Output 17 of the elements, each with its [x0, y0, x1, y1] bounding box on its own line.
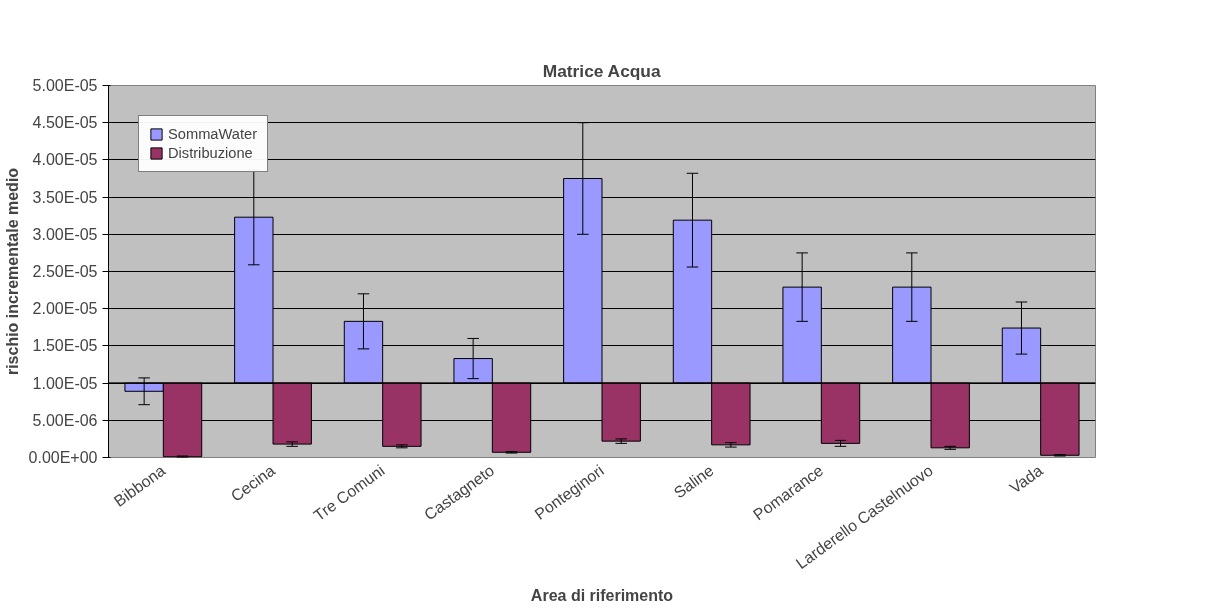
y-tick-label: 1.50E-05	[32, 337, 98, 355]
y-tick-label: 4.00E-05	[32, 151, 98, 169]
y-tick-label: 4.50E-05	[32, 114, 98, 132]
y-tick-label: 0.00E+00	[28, 449, 98, 466]
legend-label: SommaWater	[168, 126, 258, 142]
y-tick-label: 3.50E-05	[32, 188, 98, 206]
y-tick-label: 2.50E-05	[32, 263, 98, 280]
y-tick-label: 1.00E-05	[32, 374, 98, 392]
y-tick-label: 2.00E-05	[32, 300, 98, 318]
y-tick-label: 5.00E-05	[32, 77, 98, 94]
y-tick-label: 3.00E-05	[32, 225, 98, 243]
legend-label: Distribuzione	[168, 145, 253, 161]
x-axis-title: Area di riferimento	[530, 586, 674, 604]
y-axis-title: rischio incrementale medio	[3, 167, 21, 376]
chart-title: Matrice Acqua	[542, 60, 661, 81]
x-tick-label: Vada	[1006, 461, 1046, 497]
y-tick-label: 5.00E-06	[32, 411, 98, 429]
